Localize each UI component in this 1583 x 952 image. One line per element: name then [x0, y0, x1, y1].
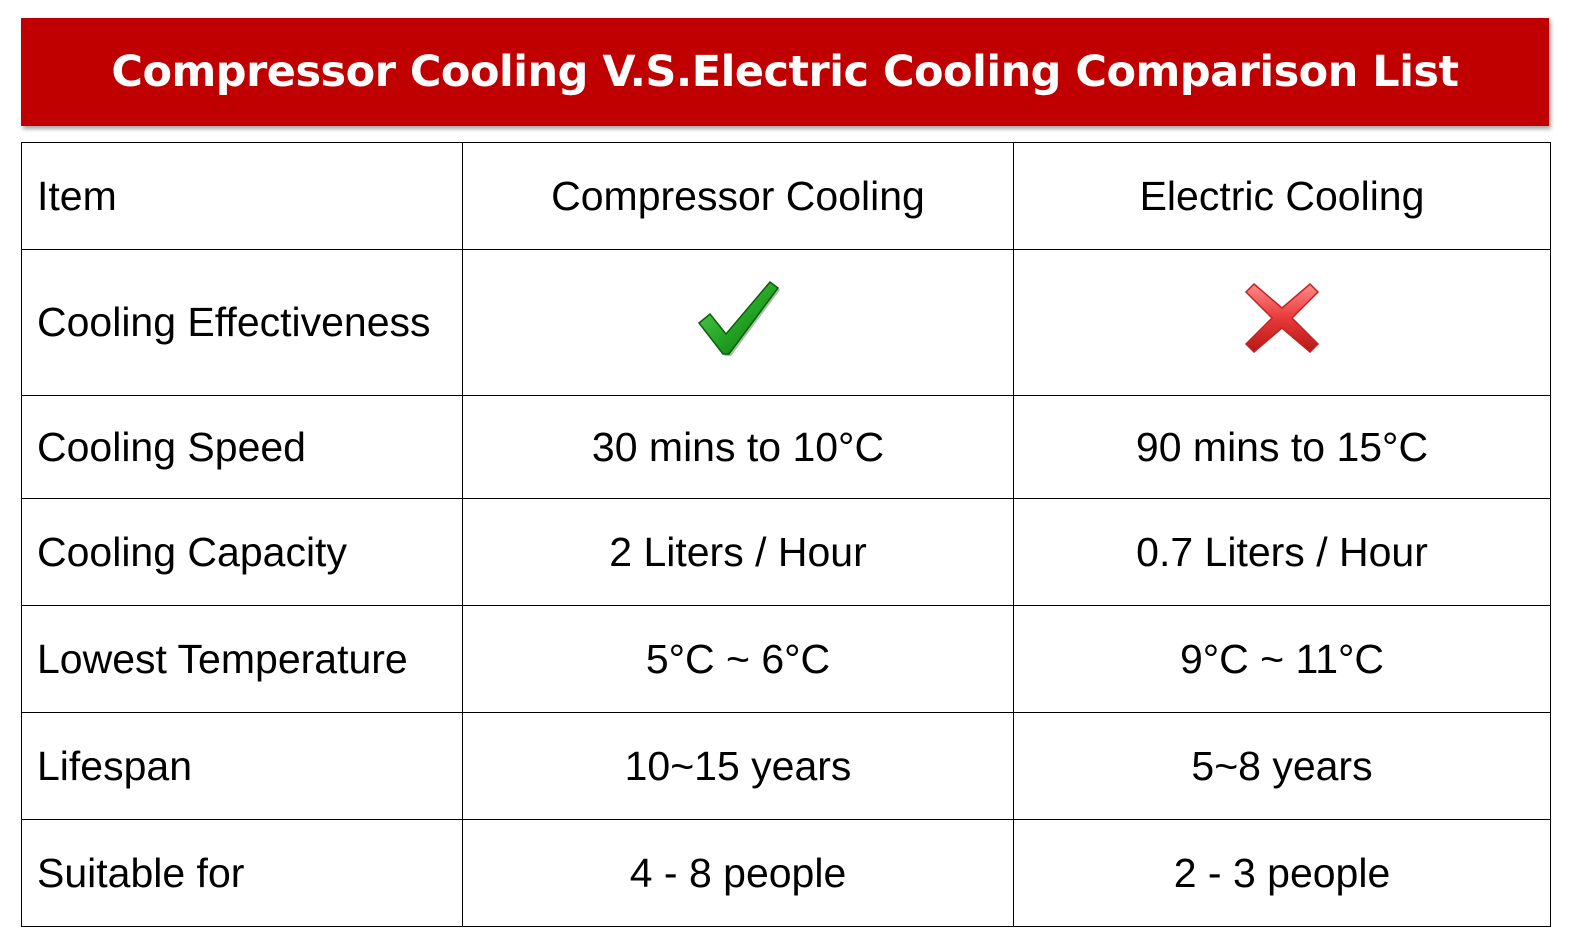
row-value: 5°C ~ 6°C [462, 605, 1014, 713]
row-value: 10~15 years [462, 712, 1014, 820]
table-row: Suitable for 4 - 8 people 2 - 3 people [21, 819, 1551, 927]
table-row: Lifespan 10~15 years 5~8 years [21, 712, 1551, 820]
row-value: 2 - 3 people [1013, 819, 1551, 927]
table-row: Lowest Temperature 5°C ~ 6°C 9°C ~ 11°C [21, 605, 1551, 713]
page-title: Compressor Cooling V.S.Electric Cooling … [111, 47, 1459, 97]
row-value: 0.7 Liters / Hour [1013, 498, 1551, 606]
title-banner: Compressor Cooling V.S.Electric Cooling … [21, 18, 1549, 126]
row-label: Cooling Effectiveness [21, 249, 463, 396]
row-value: 30 mins to 10°C [462, 395, 1014, 499]
row-value: 5~8 years [1013, 712, 1551, 820]
row-label: Lowest Temperature [21, 605, 463, 713]
row-label: Suitable for [21, 819, 463, 927]
row-value: 9°C ~ 11°C [1013, 605, 1551, 713]
header-compressor-cooling: Compressor Cooling [462, 142, 1014, 250]
header-item: Item [21, 142, 463, 250]
row-value: 4 - 8 people [462, 819, 1014, 927]
row-value: 2 Liters / Hour [462, 498, 1014, 606]
header-electric-cooling: Electric Cooling [1013, 142, 1551, 250]
compressor-effectiveness-cell [462, 249, 1014, 396]
electric-effectiveness-cell [1013, 249, 1551, 396]
table-row: Cooling Speed 30 mins to 10°C 90 mins to… [21, 395, 1551, 499]
check-icon [696, 279, 780, 367]
row-label: Lifespan [21, 712, 463, 820]
table-row: Cooling Effectiveness [21, 249, 1551, 396]
table-row: Cooling Capacity 2 Liters / Hour 0.7 Lit… [21, 498, 1551, 606]
row-label: Cooling Speed [21, 395, 463, 499]
row-value: 90 mins to 15°C [1013, 395, 1551, 499]
row-label: Cooling Capacity [21, 498, 463, 606]
comparison-table: Item Compressor Cooling Electric Cooling… [21, 142, 1551, 927]
header-row: Item Compressor Cooling Electric Cooling [21, 142, 1551, 250]
cross-icon [1242, 280, 1322, 366]
